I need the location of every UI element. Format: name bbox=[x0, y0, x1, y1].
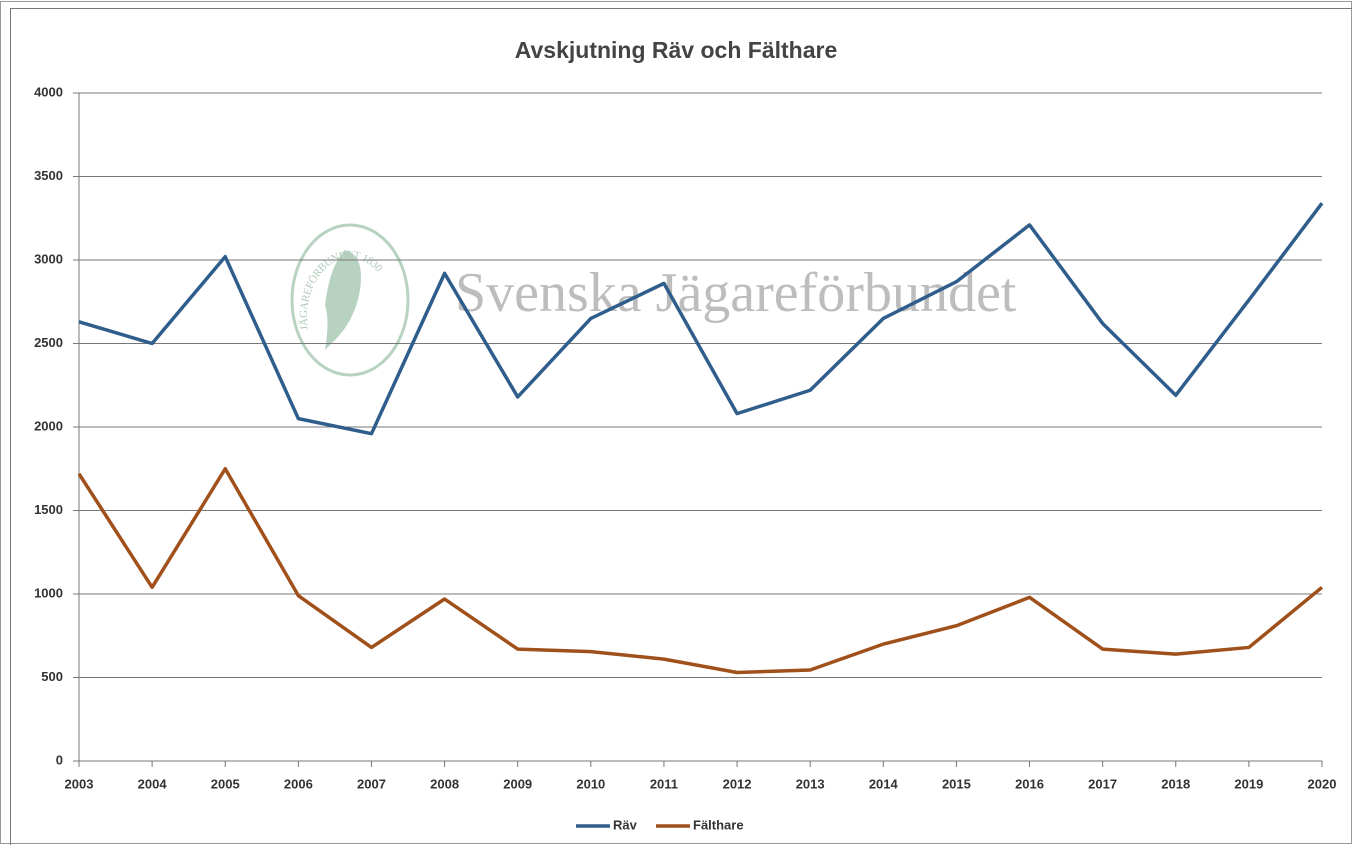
x-tick-label: 2010 bbox=[576, 776, 605, 791]
x-tick-label: 2008 bbox=[430, 776, 459, 791]
legend-label: Fälthare bbox=[693, 817, 744, 832]
chart-title: Avskjutning Räv och Fälthare bbox=[515, 37, 838, 63]
x-tick-label: 2009 bbox=[503, 776, 532, 791]
x-tick-label: 2004 bbox=[138, 776, 168, 791]
x-tick-label: 2013 bbox=[796, 776, 825, 791]
x-tick-label: 2015 bbox=[942, 776, 971, 791]
y-tick-label: 2000 bbox=[34, 418, 63, 433]
x-tick-label: 2011 bbox=[650, 776, 678, 791]
y-tick-label: 1000 bbox=[34, 585, 63, 600]
x-tick-label: 2005 bbox=[211, 776, 240, 791]
x-tick-label: 2003 bbox=[65, 776, 94, 791]
y-tick-label: 1500 bbox=[34, 502, 63, 517]
y-tick-label: 500 bbox=[41, 669, 63, 684]
y-tick-label: 3000 bbox=[34, 251, 63, 266]
x-tick-label: 2019 bbox=[1234, 776, 1263, 791]
series-line bbox=[79, 469, 1322, 673]
watermark: JÄGAREFÖRBUNDET 1830 Svenska Jägareförbu… bbox=[292, 225, 1017, 375]
x-tick-label: 2018 bbox=[1161, 776, 1190, 791]
y-tick-label: 4000 bbox=[34, 84, 63, 99]
x-tick-label: 2016 bbox=[1015, 776, 1044, 791]
x-tick-label: 2014 bbox=[869, 776, 899, 791]
x-tick-label: 2017 bbox=[1088, 776, 1117, 791]
legend-label: Räv bbox=[613, 817, 638, 832]
y-tick-label: 2500 bbox=[34, 335, 63, 350]
y-tick-label: 3500 bbox=[34, 168, 63, 183]
x-tick-label: 2020 bbox=[1308, 776, 1337, 791]
x-tick-label: 2007 bbox=[357, 776, 386, 791]
x-tick-label: 2006 bbox=[284, 776, 313, 791]
x-tick-label: 2012 bbox=[723, 776, 752, 791]
y-tick-label: 0 bbox=[56, 752, 63, 767]
